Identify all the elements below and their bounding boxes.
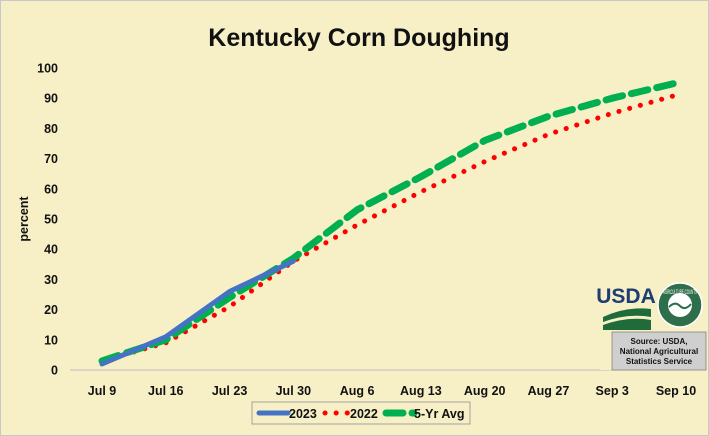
y-axis-label: percent <box>17 196 31 242</box>
series-layer <box>98 79 680 367</box>
x-tick-label-aug-20: Aug 20 <box>464 384 506 398</box>
nass-seal-text: AGRICULTURE COUNTS <box>663 290 697 296</box>
x-axis: Jul 9 Jul 16 Jul 23 Jul 30 Aug 6 Aug 13 Aug 20… <box>88 384 696 398</box>
legend-box <box>251 401 471 425</box>
series-line-2023 <box>99 258 296 367</box>
y-tick-label-90: 90 <box>44 92 58 106</box>
y-tick-label-0: 0 <box>51 364 58 378</box>
legend: 2023 2022 5-Yr Avg <box>251 401 471 425</box>
x-tick-label-jul-9: Jul 9 <box>88 384 117 398</box>
usda-logo-field <box>603 315 651 325</box>
y-tick-label-50: 50 <box>44 213 58 227</box>
y-tick-label-100: 100 <box>37 62 58 76</box>
y-axis: 0 10 20 30 40 50 60 70 80 90 100 <box>37 62 58 378</box>
x-tick-label-sep-10: Sep 10 <box>656 384 696 398</box>
x-tick-label-jul-23: Jul 23 <box>212 384 247 398</box>
x-tick-label-sep-3: Sep 3 <box>596 384 629 398</box>
x-tick-label-jul-16: Jul 16 <box>148 384 183 398</box>
usda-logo: USDA <box>596 285 656 308</box>
legend-label-2023: 2023 <box>289 407 317 421</box>
source-logo: USDA AGRICULTURE COUNTS Source: USDA, Na… <box>596 280 707 371</box>
x-tick-label-jul-30: Jul 30 <box>276 384 311 398</box>
series-line-5-yr-avg <box>98 79 680 365</box>
nass-seal-wave <box>668 302 692 310</box>
source-box <box>611 331 707 371</box>
y-tick-label-20: 20 <box>44 303 58 317</box>
x-tick-label-aug-27: Aug 27 <box>528 384 570 398</box>
y-tick-label-70: 70 <box>44 152 58 166</box>
legend-label-5-yr-avg: 5-Yr Avg <box>414 407 464 421</box>
y-tick-label-30: 30 <box>44 273 58 287</box>
legend-label-2022: 2022 <box>350 407 378 421</box>
y-tick-label-40: 40 <box>44 243 58 257</box>
source-line-1: Source: USDA, <box>631 337 688 346</box>
y-tick-label-60: 60 <box>44 182 58 196</box>
x-tick-label-aug-6: Aug 6 <box>340 384 375 398</box>
x-tick-label-aug-13: Aug 13 <box>400 384 442 398</box>
y-tick-label-10: 10 <box>44 333 58 347</box>
chart-title: Kentucky Corn Doughing <box>208 24 509 52</box>
y-tick-label-80: 80 <box>44 122 58 136</box>
source-line-2: National Agricultural <box>620 347 698 356</box>
source-line-3: Statistics Service <box>626 357 693 366</box>
